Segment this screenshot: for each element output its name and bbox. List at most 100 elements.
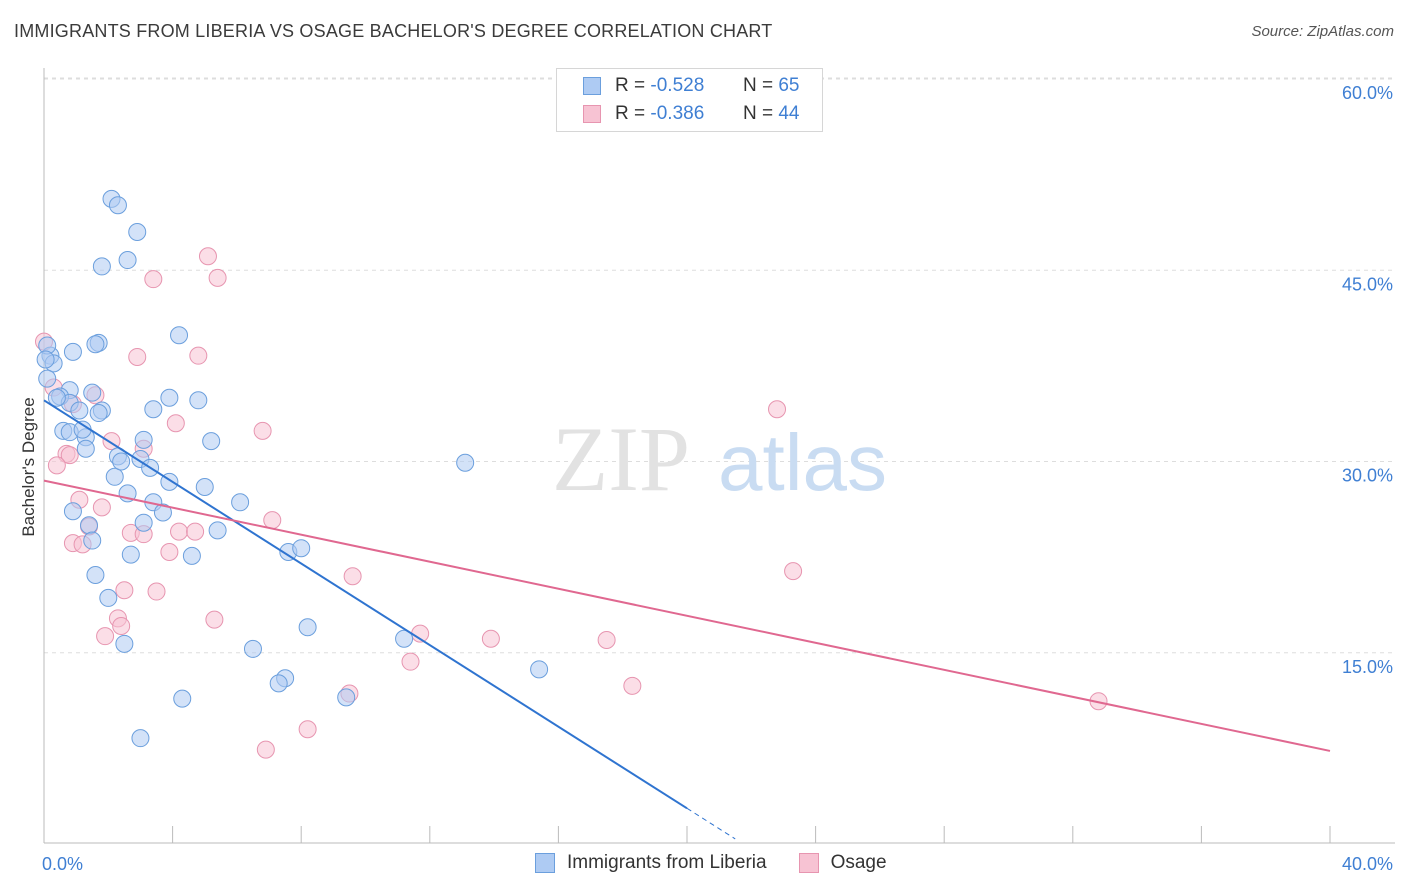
- osage-point: [189, 346, 208, 365]
- legend-swatch-osage: [798, 853, 819, 873]
- trend-lines: [43, 399, 1331, 840]
- liberia-point: [70, 401, 89, 420]
- osage-point: [128, 347, 147, 366]
- watermark-zip: ZIP: [552, 408, 690, 510]
- osage-point: [256, 740, 275, 759]
- osage-point: [343, 567, 362, 586]
- liberia-point: [292, 539, 311, 558]
- liberia-point: [144, 400, 163, 419]
- liberia-point: [298, 618, 317, 637]
- liberia-point: [173, 689, 192, 708]
- liberia-point: [47, 388, 66, 407]
- osage-point: [623, 676, 642, 695]
- liberia-point: [128, 223, 147, 241]
- liberia-point: [182, 546, 201, 565]
- liberia-point: [105, 467, 124, 486]
- liberia-point: [231, 493, 250, 512]
- watermark: ZIP atlas: [552, 408, 887, 510]
- liberia-point: [195, 478, 214, 496]
- osage-point: [112, 616, 131, 635]
- stats-legend: R = -0.528 N = 65 R = -0.386 N = 44: [556, 68, 823, 132]
- osage-point: [144, 270, 163, 289]
- y-axis-label: Bachelor's Degree: [19, 397, 38, 536]
- osage-point: [481, 629, 500, 648]
- liberia-point: [36, 350, 55, 369]
- liberia-trend-line: [43, 399, 688, 810]
- osage-point: [198, 247, 217, 266]
- watermark-atlas: atlas: [718, 418, 887, 507]
- liberia-point: [86, 335, 105, 354]
- liberia-point: [92, 257, 111, 276]
- osage-point: [92, 498, 111, 517]
- legend-n-value: 44: [778, 103, 800, 124]
- legend-r-value: -0.386: [650, 103, 705, 124]
- legend-row-liberia: R = -0.528 N = 65: [583, 73, 799, 99]
- osage-point: [597, 631, 616, 649]
- osage-trend-line: [43, 479, 1331, 752]
- liberia-trend-extension: [686, 807, 736, 840]
- osage-point: [186, 522, 205, 541]
- liberia-point: [530, 660, 549, 679]
- liberia-point: [38, 369, 57, 388]
- liberia-point: [456, 453, 475, 472]
- osage-point: [784, 562, 803, 581]
- chart-title: IMMIGRANTS FROM LIBERIA VS OSAGE BACHELO…: [14, 21, 773, 41]
- liberia-point: [189, 391, 208, 410]
- liberia-point: [108, 196, 127, 215]
- osage-point: [147, 582, 166, 601]
- liberia-point: [134, 430, 153, 449]
- liberia-point: [208, 521, 227, 540]
- legend-item-osage: Osage: [798, 852, 887, 874]
- liberia-point: [83, 383, 102, 402]
- osage-point: [298, 720, 317, 739]
- x-tick-label: 0.0%: [42, 854, 83, 874]
- liberia-point: [395, 629, 414, 648]
- osage-point: [208, 268, 227, 287]
- series-legend: Immigrants from Liberia Osage: [535, 852, 919, 874]
- osage-point: [96, 627, 115, 646]
- legend-n-value: 65: [778, 75, 800, 96]
- liberia-points: [36, 189, 549, 748]
- liberia-point: [112, 452, 131, 471]
- liberia-point: [269, 674, 288, 693]
- liberia-point: [134, 513, 153, 532]
- osage-point: [166, 414, 185, 433]
- liberia-point: [202, 432, 221, 451]
- osage-point: [401, 652, 420, 671]
- liberia-point: [86, 565, 105, 584]
- legend-swatch-liberia: [535, 853, 555, 873]
- x-tick-label: 40.0%: [1342, 854, 1393, 874]
- liberia-point: [63, 342, 82, 361]
- liberia-point: [118, 251, 137, 270]
- liberia-point: [99, 588, 118, 607]
- gridlines: [44, 77, 1395, 654]
- legend-n-label: N =: [742, 75, 774, 96]
- liberia-point: [63, 502, 82, 521]
- liberia-point: [153, 503, 172, 522]
- liberia-point: [76, 439, 95, 458]
- osage-point: [160, 543, 179, 562]
- legend-swatch-liberia: [583, 77, 601, 95]
- legend-label-liberia: Immigrants from Liberia: [567, 852, 767, 873]
- osage-point: [47, 456, 66, 475]
- legend-label-osage: Osage: [830, 852, 887, 873]
- legend-item-liberia: Immigrants from Liberia: [535, 852, 767, 874]
- liberia-point: [160, 388, 179, 407]
- liberia-point: [89, 404, 108, 423]
- y-tick-label: 45.0%: [1342, 274, 1393, 294]
- osage-point: [60, 446, 79, 465]
- source-label: Source: ZipAtlas.com: [1251, 23, 1394, 40]
- osage-point: [768, 400, 787, 419]
- liberia-point: [337, 688, 356, 707]
- osage-point: [115, 581, 134, 600]
- osage-points: [35, 247, 1108, 759]
- y-tick-label: 30.0%: [1342, 466, 1393, 486]
- legend-row-osage: R = -0.386 N = 44: [583, 101, 799, 127]
- liberia-point: [121, 545, 140, 564]
- liberia-point: [80, 516, 99, 535]
- axes: [43, 68, 1395, 844]
- liberia-point: [243, 639, 262, 658]
- osage-point: [253, 421, 272, 440]
- liberia-point: [115, 634, 134, 653]
